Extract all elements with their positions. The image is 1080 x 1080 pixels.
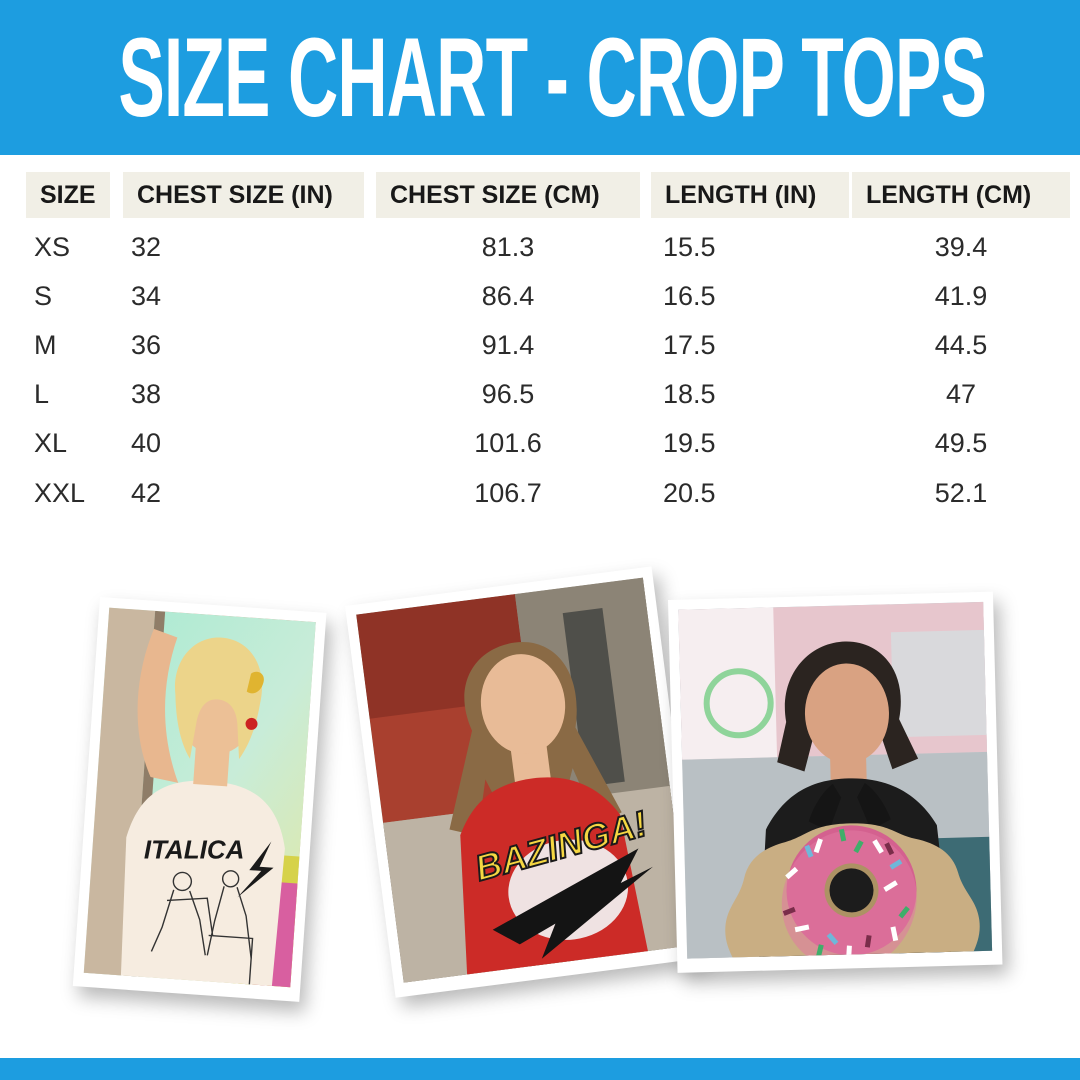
svg-text:ITALICA: ITALICA — [144, 835, 245, 865]
